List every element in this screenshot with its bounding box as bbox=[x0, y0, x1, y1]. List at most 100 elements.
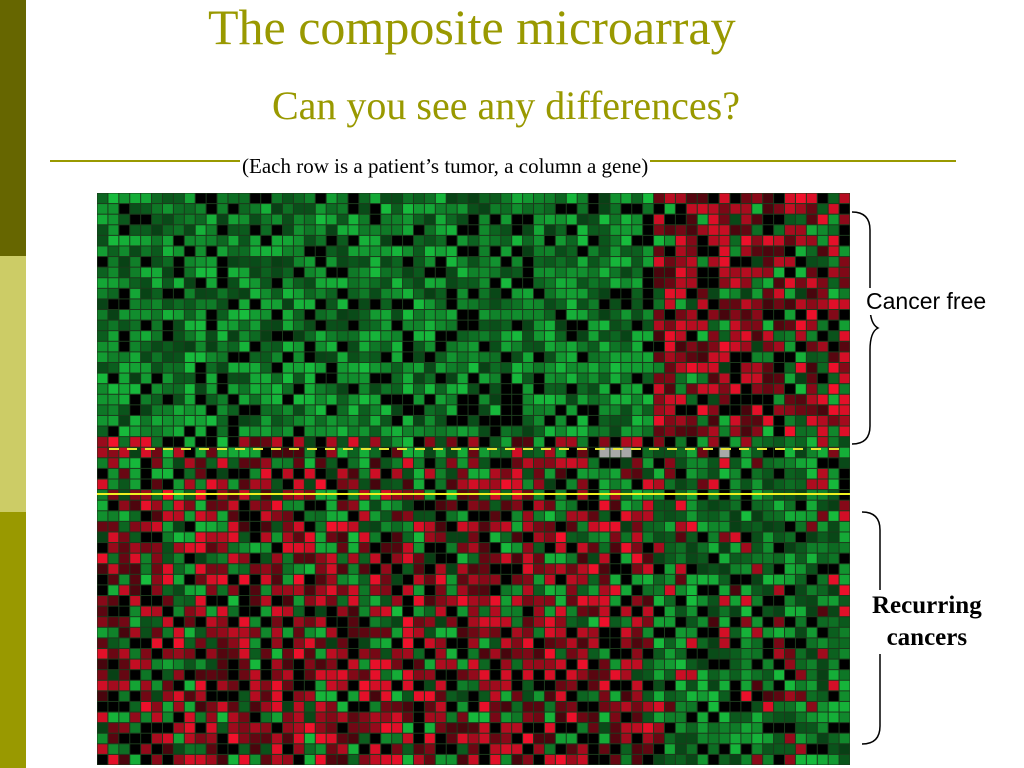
heatmap-cell bbox=[446, 648, 457, 659]
heatmap-cell bbox=[403, 564, 413, 574]
heatmap-cell bbox=[512, 384, 523, 394]
heatmap-cell bbox=[108, 225, 119, 235]
heatmap-cell bbox=[141, 638, 152, 648]
heatmap-cell bbox=[730, 574, 741, 585]
heatmap-cell bbox=[228, 691, 239, 701]
heatmap-cell bbox=[162, 564, 173, 574]
heatmap-cell bbox=[479, 320, 490, 331]
heatmap-cell bbox=[839, 500, 850, 511]
heatmap-cell bbox=[468, 511, 479, 521]
heatmap-cell bbox=[250, 214, 261, 225]
heatmap-cell bbox=[708, 405, 719, 415]
heatmap-cell bbox=[675, 670, 686, 680]
heatmap-cell bbox=[206, 659, 217, 670]
heatmap-cell bbox=[119, 627, 130, 638]
heatmap-cell bbox=[359, 479, 370, 490]
heatmap-cell bbox=[413, 479, 424, 490]
heatmap-cell bbox=[315, 659, 326, 670]
heatmap-cell bbox=[261, 267, 272, 278]
heatmap-cell bbox=[512, 214, 523, 225]
heatmap-cell bbox=[588, 214, 599, 225]
heatmap-cell bbox=[272, 638, 283, 648]
heatmap-cell bbox=[217, 627, 228, 638]
heatmap-cell bbox=[817, 585, 828, 596]
heatmap-cell bbox=[697, 225, 708, 235]
heatmap-cell bbox=[239, 246, 250, 257]
heatmap-cell bbox=[828, 384, 839, 394]
heatmap-cell bbox=[392, 214, 403, 225]
heatmap-cell bbox=[534, 415, 544, 426]
heatmap-cell bbox=[457, 362, 468, 373]
heatmap-cell bbox=[774, 691, 785, 701]
heatmap-cell bbox=[424, 468, 435, 479]
heatmap-cell bbox=[817, 723, 828, 733]
heatmap-cell bbox=[359, 543, 370, 553]
heatmap-cell bbox=[119, 246, 130, 257]
heatmap-cell bbox=[512, 691, 523, 701]
heatmap-cell bbox=[544, 680, 555, 691]
heatmap-cell bbox=[141, 733, 152, 744]
heatmap-cell bbox=[577, 521, 588, 532]
heatmap-cell bbox=[457, 596, 468, 606]
heatmap-cell bbox=[785, 723, 795, 733]
heatmap-cell bbox=[108, 331, 119, 341]
heatmap-cell bbox=[708, 362, 719, 373]
heatmap-cell bbox=[664, 246, 675, 257]
heatmap-cell bbox=[763, 723, 774, 733]
heatmap-cell bbox=[588, 553, 599, 564]
heatmap-cell bbox=[424, 362, 435, 373]
heatmap-cell bbox=[774, 426, 785, 437]
heatmap-cell bbox=[566, 352, 577, 362]
heatmap-cell bbox=[555, 543, 566, 553]
heatmap-cell bbox=[152, 659, 162, 670]
heatmap-cell bbox=[501, 468, 512, 479]
heatmap-cell bbox=[479, 638, 490, 648]
heatmap-cell bbox=[413, 627, 424, 638]
heatmap-cell bbox=[184, 310, 195, 320]
heatmap-cell bbox=[413, 405, 424, 415]
heatmap-cell bbox=[162, 479, 173, 490]
heatmap-cell bbox=[326, 225, 337, 235]
heatmap-cell bbox=[763, 606, 774, 617]
heatmap-cell bbox=[752, 627, 763, 638]
heatmap-cell bbox=[152, 574, 162, 585]
heatmap-cell bbox=[217, 754, 228, 765]
heatmap-cell bbox=[348, 373, 359, 384]
heatmap-cell bbox=[632, 680, 643, 691]
heatmap-cell bbox=[523, 394, 534, 405]
heatmap-cell bbox=[403, 426, 413, 437]
heatmap-cell bbox=[250, 267, 261, 278]
heatmap-cell bbox=[643, 479, 654, 490]
heatmap-cell bbox=[195, 246, 206, 257]
heatmap-cell bbox=[828, 394, 839, 405]
heatmap-cell bbox=[217, 458, 228, 468]
heatmap-cell bbox=[774, 373, 785, 384]
heatmap-cell bbox=[730, 617, 741, 627]
heatmap-cell bbox=[566, 553, 577, 564]
heatmap-cell bbox=[337, 447, 348, 458]
heatmap-cell bbox=[534, 553, 544, 564]
heatmap-cell bbox=[817, 320, 828, 331]
heatmap-cell bbox=[108, 659, 119, 670]
heatmap-cell bbox=[457, 701, 468, 712]
heatmap-cell bbox=[741, 585, 752, 596]
heatmap-cell bbox=[577, 320, 588, 331]
heatmap-cell bbox=[795, 532, 806, 543]
heatmap-cell bbox=[501, 701, 512, 712]
heatmap-cell bbox=[370, 606, 381, 617]
heatmap-cell bbox=[217, 564, 228, 574]
heatmap-cell bbox=[228, 617, 239, 627]
heatmap-cell bbox=[370, 204, 381, 214]
heatmap-cell bbox=[686, 299, 697, 310]
heatmap-cell bbox=[610, 532, 621, 543]
heatmap-cell bbox=[632, 479, 643, 490]
heatmap-cell bbox=[828, 606, 839, 617]
heatmap-cell bbox=[413, 278, 424, 288]
heatmap-cell bbox=[632, 701, 643, 712]
heatmap-cell bbox=[468, 405, 479, 415]
heatmap-cell bbox=[501, 362, 512, 373]
heatmap-cell bbox=[675, 384, 686, 394]
heatmap-cell bbox=[664, 331, 675, 341]
heatmap-cell bbox=[708, 384, 719, 394]
heatmap-cell bbox=[337, 458, 348, 468]
